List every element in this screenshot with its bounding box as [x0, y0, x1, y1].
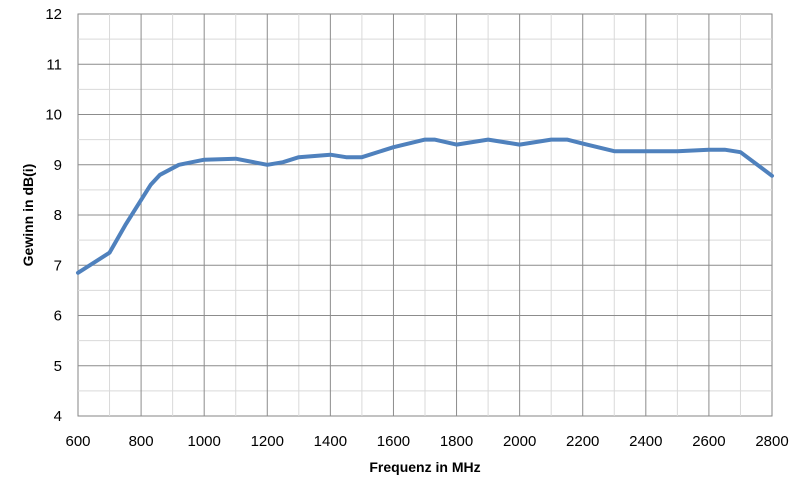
x-tick-label: 2400: [629, 433, 662, 450]
x-tick-label: 600: [65, 433, 90, 450]
x-tick-label: 800: [129, 433, 154, 450]
x-tick-label: 1200: [251, 433, 284, 450]
y-axis-label: Gewinn in dB(i): [20, 164, 36, 267]
x-axis-ticks: 600 800 1000 1200 1400 1600 1800 2000 2200 2400 26…: [65, 433, 788, 450]
x-axis-label: Frequenz in MHz: [369, 459, 480, 475]
x-tick-label: 2800: [755, 433, 788, 450]
major-gridlines: [78, 14, 772, 416]
y-tick-label: 11: [46, 56, 62, 73]
x-tick-label: 1600: [377, 433, 410, 450]
x-tick-label: 2600: [692, 433, 725, 450]
x-tick-label: 2200: [566, 433, 599, 450]
x-tick-label: 1000: [187, 433, 220, 450]
y-tick-label: 10: [45, 107, 62, 124]
series-layer: [76, 137, 774, 275]
x-tick-label: 1400: [314, 433, 347, 450]
y-axis-ticks: 4 5 6 7 8 9 10 11 12: [45, 6, 62, 425]
y-tick-label: 5: [54, 358, 62, 375]
series-line: [76, 137, 774, 275]
y-tick-label: 4: [54, 408, 62, 425]
y-tick-label: 12: [45, 6, 62, 23]
x-tick-label: 1800: [440, 433, 473, 450]
y-tick-label: 7: [54, 257, 62, 274]
y-tick-label: 9: [54, 157, 62, 174]
y-tick-label: 8: [54, 207, 62, 224]
x-tick-label: 2000: [503, 433, 536, 450]
y-tick-label: 6: [54, 308, 62, 325]
